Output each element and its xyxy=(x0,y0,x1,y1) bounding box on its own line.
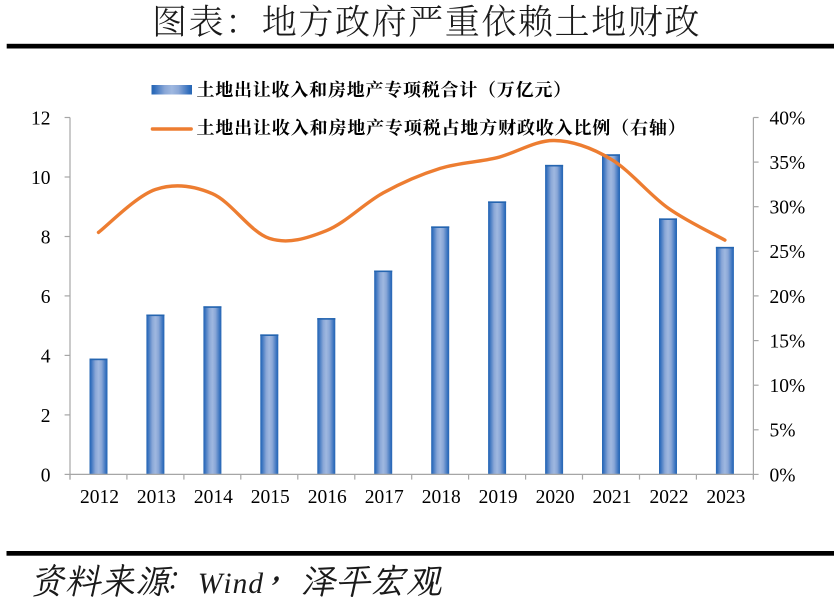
svg-text:40%: 40% xyxy=(770,108,806,129)
svg-text:2020: 2020 xyxy=(536,487,575,508)
svg-text:6: 6 xyxy=(41,287,51,308)
svg-text:0%: 0% xyxy=(770,465,796,486)
svg-text:4: 4 xyxy=(41,346,51,367)
svg-text:2014: 2014 xyxy=(194,487,233,508)
svg-text:2019: 2019 xyxy=(479,487,518,508)
svg-text:2023: 2023 xyxy=(706,487,745,508)
svg-text:2: 2 xyxy=(41,406,51,427)
svg-text:2021: 2021 xyxy=(593,487,632,508)
svg-text:25%: 25% xyxy=(770,242,806,263)
svg-text:2018: 2018 xyxy=(422,487,461,508)
svg-text:2013: 2013 xyxy=(137,487,176,508)
svg-text:0: 0 xyxy=(41,465,51,486)
svg-text:30%: 30% xyxy=(770,198,806,219)
svg-text:12: 12 xyxy=(31,108,51,129)
svg-text:35%: 35% xyxy=(770,153,806,174)
svg-text:2022: 2022 xyxy=(650,487,689,508)
svg-text:10%: 10% xyxy=(770,376,806,397)
svg-text:15%: 15% xyxy=(770,332,806,353)
svg-text:20%: 20% xyxy=(770,287,806,308)
svg-text:5%: 5% xyxy=(770,421,796,442)
svg-text:2015: 2015 xyxy=(251,487,290,508)
svg-text:2012: 2012 xyxy=(80,487,119,508)
svg-text:2017: 2017 xyxy=(365,487,404,508)
svg-text:2016: 2016 xyxy=(308,487,347,508)
svg-text:8: 8 xyxy=(41,227,51,248)
svg-text:10: 10 xyxy=(31,168,51,189)
